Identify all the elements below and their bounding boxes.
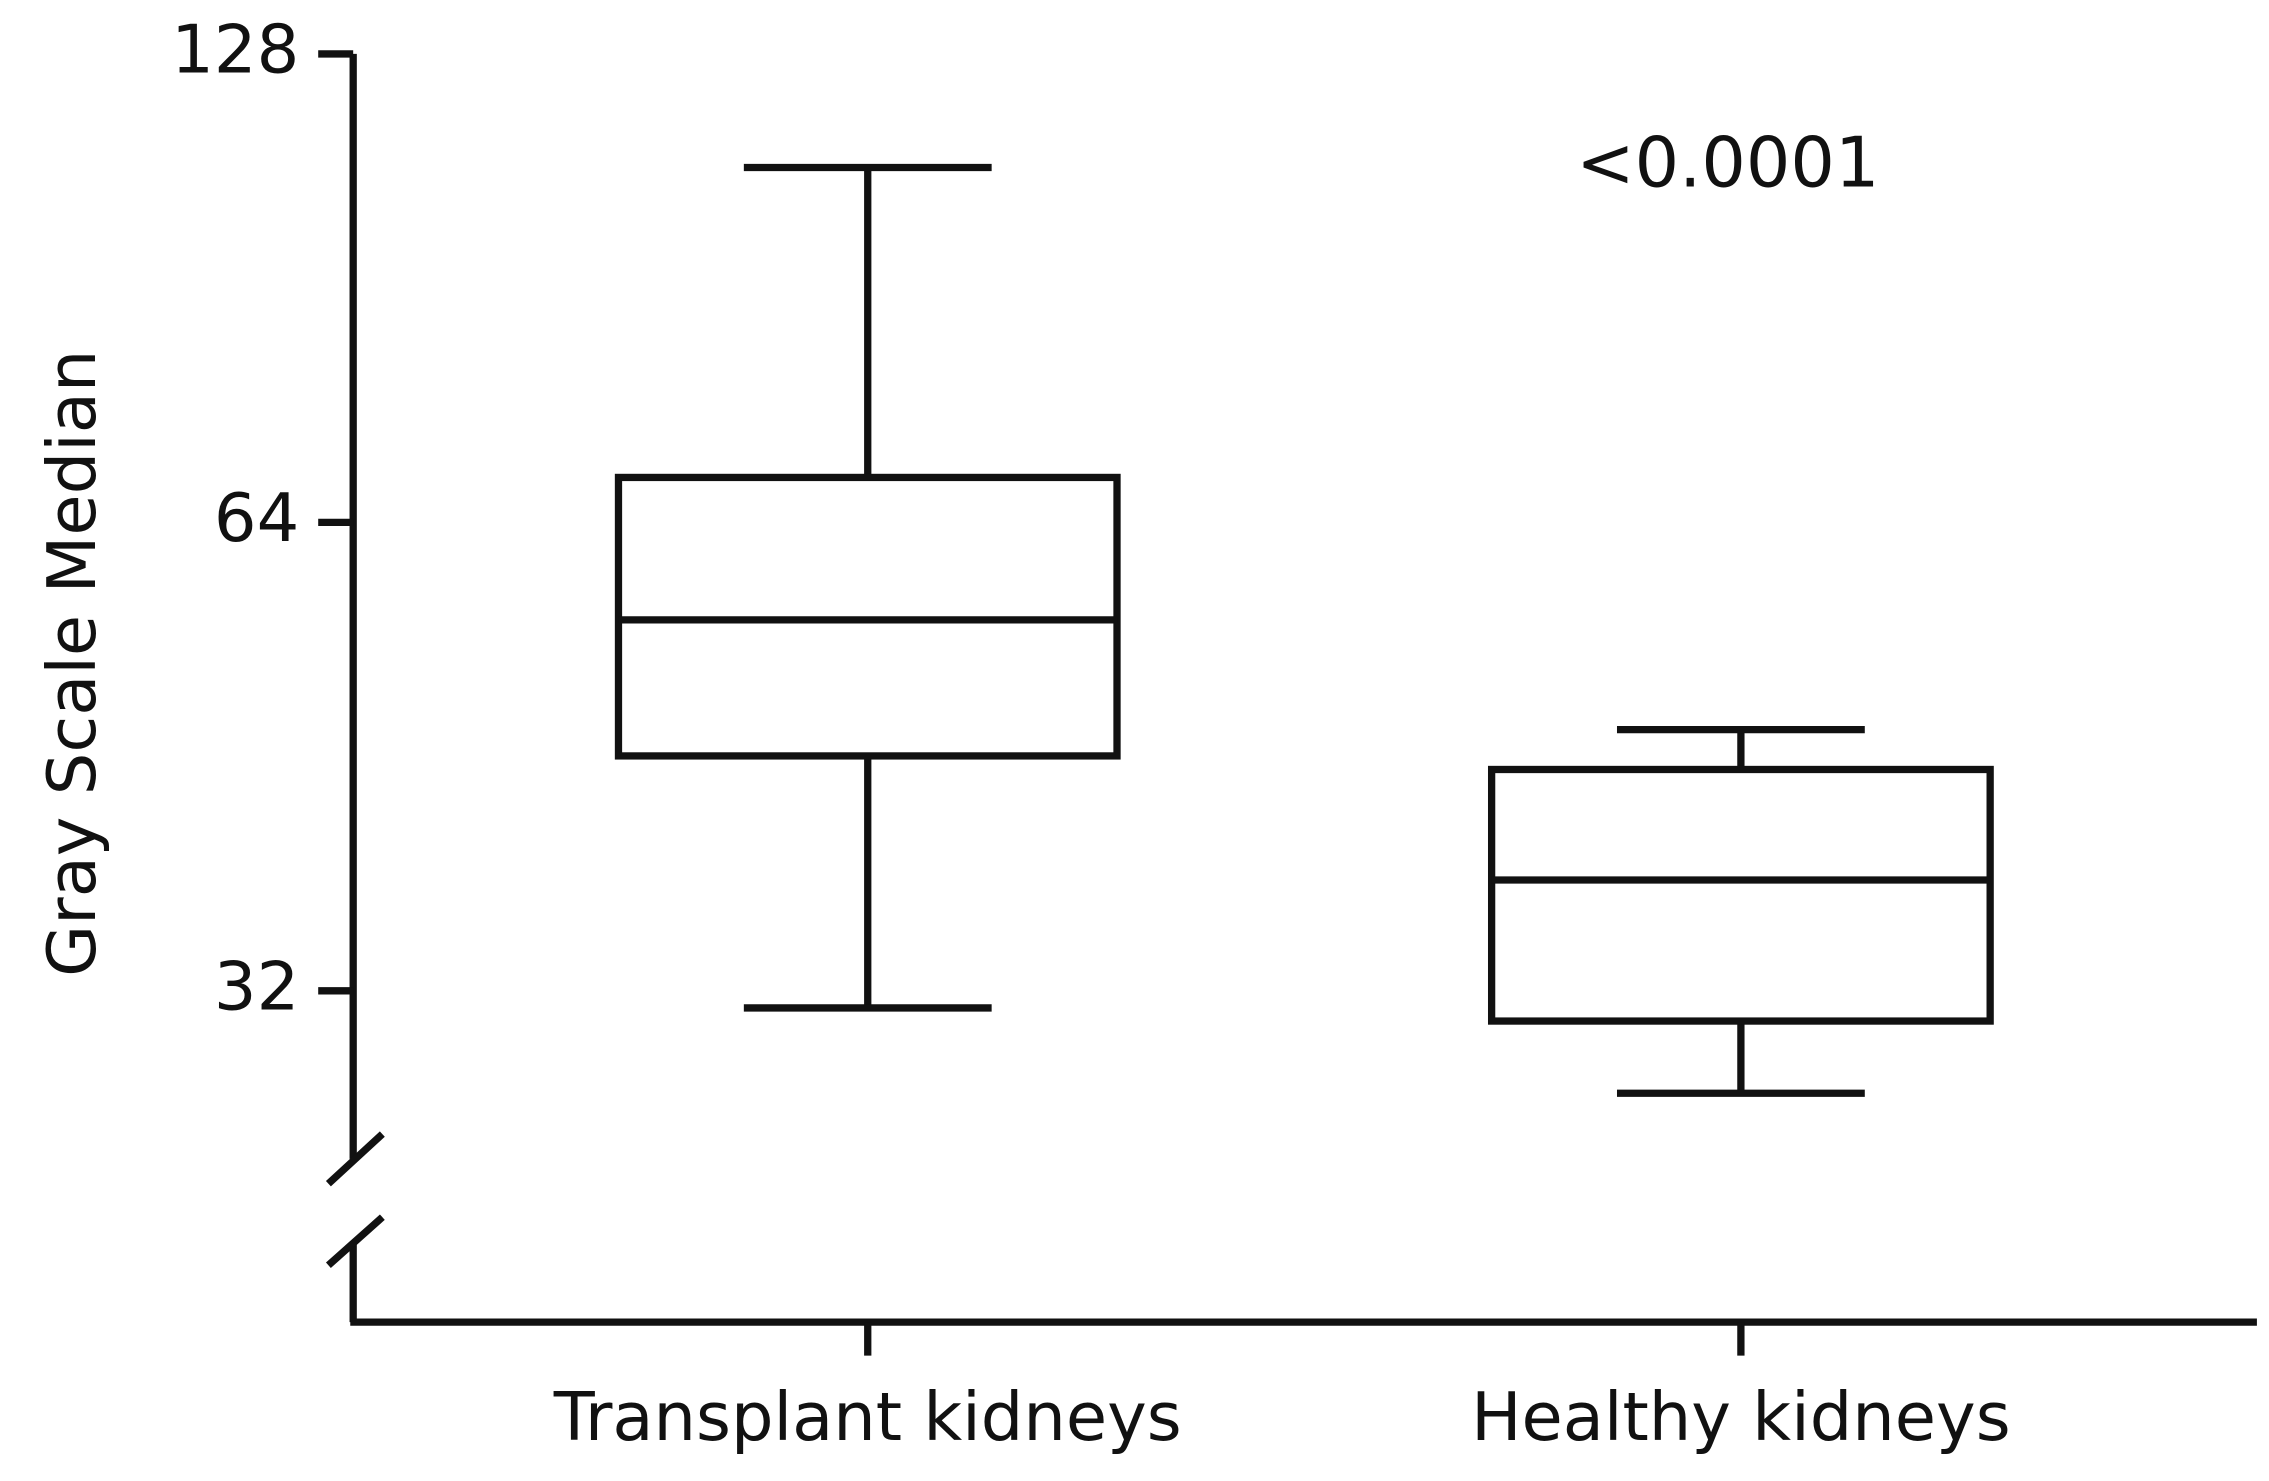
box [1487, 765, 1994, 1025]
axis-break [325, 1214, 385, 1268]
y-tick-label: 64 [214, 479, 299, 557]
y-axis-label: Gray Scale Median [33, 350, 111, 977]
y-tick-label: 128 [171, 10, 299, 88]
axis-break [325, 1131, 385, 1187]
x-tick-label: Transplant kidneys [553, 1378, 1182, 1456]
y-tick-label: 32 [214, 947, 299, 1025]
x-tick-label: Healthy kidneys [1471, 1378, 2011, 1456]
p-value: <0.0001 [1576, 123, 1879, 204]
